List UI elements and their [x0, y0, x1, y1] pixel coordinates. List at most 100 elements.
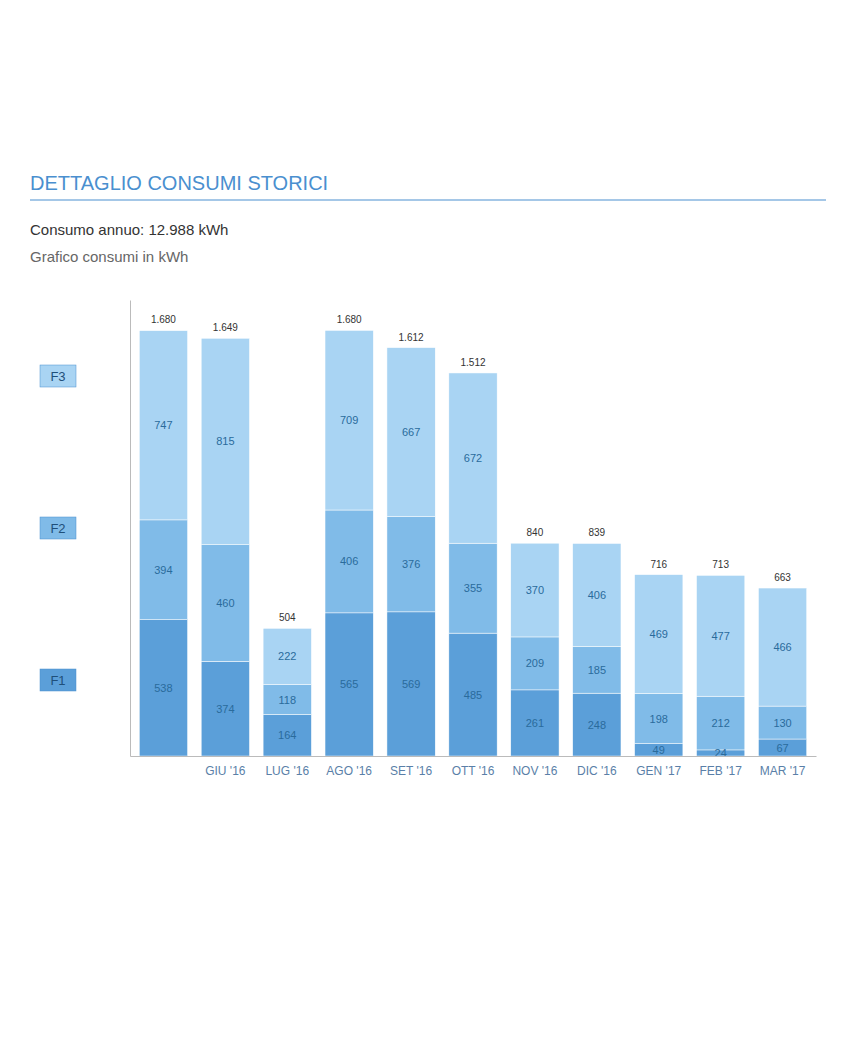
data-label: 212: [711, 717, 729, 729]
data-label: 569: [402, 678, 420, 690]
bar-segment: [139, 520, 187, 620]
bar-segment: [573, 693, 621, 756]
bar-segment: [635, 693, 683, 743]
x-tick: SET '16: [390, 756, 432, 778]
total-label: 713: [712, 559, 729, 570]
bar-segment: [635, 744, 683, 756]
legend-label: F1: [50, 673, 65, 688]
data-label: 49: [653, 744, 665, 756]
data-label: 222: [278, 650, 296, 662]
legend-label: F2: [50, 521, 65, 536]
data-label: 185: [588, 664, 606, 676]
data-label: 667: [402, 426, 420, 438]
data-label: 370: [526, 584, 544, 596]
data-label: 24: [715, 747, 727, 759]
total-label: 1.649: [213, 322, 238, 333]
bar-segment: [573, 646, 621, 693]
subtitle: Consumo annuo: 12.988 kWh: [30, 221, 228, 238]
bar-segment: [449, 373, 497, 543]
x-tick-label: AGO '16: [326, 764, 372, 778]
data-label: 67: [776, 742, 788, 754]
data-label: 376: [402, 558, 420, 570]
legend-swatch: [40, 365, 76, 387]
legend-item: F3: [40, 365, 76, 387]
bar-segment: [697, 696, 745, 750]
bar-segment: [635, 575, 683, 694]
legend-label: F3: [50, 369, 65, 384]
x-tick-label: LUG '16: [265, 764, 309, 778]
x-tick: AGO '16: [326, 756, 372, 778]
bar-segment: [139, 331, 187, 520]
total-label: 1.512: [460, 357, 485, 368]
bar-segment: [201, 338, 249, 544]
data-label: 406: [588, 589, 606, 601]
bar-segment: [201, 661, 249, 756]
y-axis-line: [130, 301, 131, 757]
x-tick-label: GEN '17: [636, 764, 681, 778]
bar-segment: [263, 714, 311, 756]
y-axis: [130, 301, 131, 757]
legend-item: F2: [40, 517, 76, 539]
x-tick: DIC '16: [577, 756, 617, 778]
total-label: 1.680: [151, 314, 176, 325]
data-label: 118: [278, 694, 296, 706]
bar-segment: [758, 739, 806, 756]
bar-segment: [449, 543, 497, 633]
x-tick-label: DIC '16: [577, 764, 617, 778]
bar-segment: [511, 690, 559, 756]
bar-segment: [511, 637, 559, 690]
x-tick: GIU '16: [205, 756, 246, 778]
bar-segment: [263, 685, 311, 715]
data-label: 485: [464, 689, 482, 701]
bar-segment: [201, 545, 249, 662]
x-tick: LUG '16: [265, 756, 309, 778]
x-tick-label: MAR '17: [760, 764, 806, 778]
x-tick: OTT '16: [452, 756, 495, 778]
data-label: 164: [278, 729, 296, 741]
axis-title: Grafico consumi in kWh: [30, 248, 188, 265]
total-label: 1.612: [399, 332, 424, 343]
bar-segment: [387, 348, 435, 517]
total-label: 839: [588, 527, 605, 538]
bar-segment: [449, 633, 497, 756]
x-tick-label: GIU '16: [205, 764, 246, 778]
bar-segment: [697, 575, 745, 696]
x-tick-label: NOV '16: [512, 764, 557, 778]
bar-segment: [263, 628, 311, 684]
bar-segment: [325, 510, 373, 613]
x-tick-label: FEB '17: [699, 764, 742, 778]
x-tick-label: SET '16: [390, 764, 432, 778]
x-tick: GEN '17: [636, 756, 681, 778]
data-label: 130: [773, 717, 791, 729]
title-rule: [30, 200, 826, 201]
total-label: 504: [279, 612, 296, 623]
bar-segment: [387, 517, 435, 612]
x-axis-line: [131, 756, 817, 757]
data-label: 538: [154, 682, 172, 694]
legend-item: F1: [40, 669, 76, 691]
bar-segment: [387, 612, 435, 756]
data-label: 565: [340, 678, 358, 690]
bar-segment: [511, 543, 559, 637]
chart: DETTAGLIO CONSUMI STORICI Consumo annuo: …: [0, 0, 856, 1056]
bars: [139, 330, 806, 756]
data-label: 406: [340, 555, 358, 567]
plot: 5383741645655694852612484924673944601184…: [131, 301, 817, 778]
data-label: 394: [154, 564, 172, 576]
x-tick-label: OTT '16: [452, 764, 495, 778]
data-label: 460: [216, 597, 234, 609]
total-label: 716: [650, 559, 667, 570]
data-labels: 5383741645655694852612484924673944601184…: [151, 314, 792, 759]
data-label: 198: [650, 713, 668, 725]
bar-segment: [758, 706, 806, 739]
data-label: 248: [588, 719, 606, 731]
title: DETTAGLIO CONSUMI STORICI: [30, 172, 328, 194]
data-label: 261: [526, 717, 544, 729]
x-tick: NOV '16: [512, 756, 557, 778]
x-tick: MAR '17: [760, 756, 806, 778]
bar-segment: [325, 330, 373, 510]
data-label: 815: [216, 435, 234, 447]
legend: F3 F2 F1: [40, 365, 76, 691]
data-label: 355: [464, 582, 482, 594]
data-label: 747: [154, 419, 172, 431]
